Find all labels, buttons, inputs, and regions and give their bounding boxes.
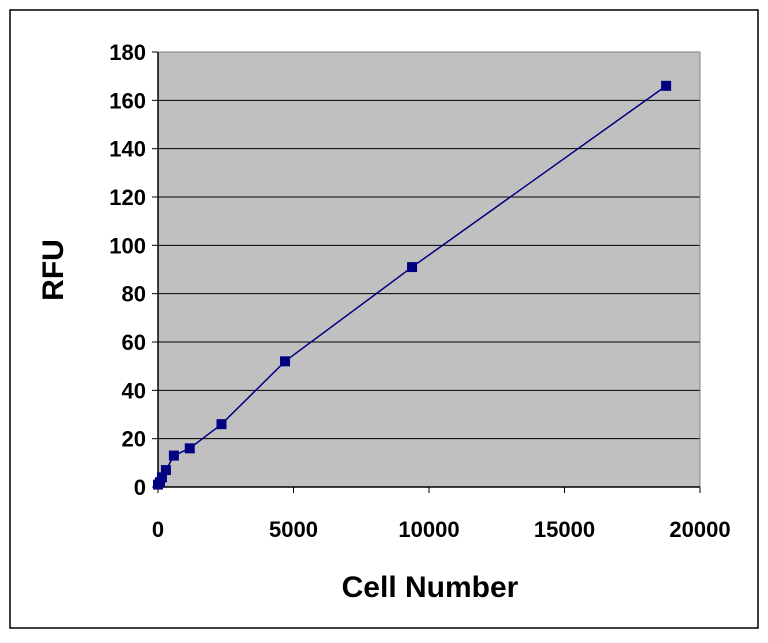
data-point xyxy=(407,262,418,273)
y-tick-label: 100 xyxy=(109,233,146,258)
x-axis-title: Cell Number xyxy=(342,571,519,604)
y-tick-label: 160 xyxy=(109,88,146,113)
data-point xyxy=(160,465,171,476)
data-point xyxy=(661,80,672,91)
data-point xyxy=(168,450,179,461)
y-tick-label: 0 xyxy=(134,475,146,500)
data-point xyxy=(156,472,167,483)
x-tick-label: 0 xyxy=(152,517,164,542)
x-tick-label: 10000 xyxy=(398,517,459,542)
y-tick-label: 80 xyxy=(122,282,146,307)
y-tick-label: 20 xyxy=(122,427,146,452)
data-point xyxy=(280,356,291,367)
y-tick-label: 140 xyxy=(109,137,146,162)
x-tick-label: 15000 xyxy=(534,517,595,542)
x-tick-label: 20000 xyxy=(669,517,730,542)
plot-area xyxy=(158,52,700,487)
y-tick-label: 60 xyxy=(122,330,146,355)
y-axis-title: RFU xyxy=(37,239,70,301)
x-tick-label: 5000 xyxy=(269,517,318,542)
y-tick-label: 40 xyxy=(122,378,146,403)
y-tick-label: 120 xyxy=(109,185,146,210)
data-point xyxy=(216,419,227,430)
data-point xyxy=(184,443,195,454)
y-tick-label: 180 xyxy=(109,40,146,65)
